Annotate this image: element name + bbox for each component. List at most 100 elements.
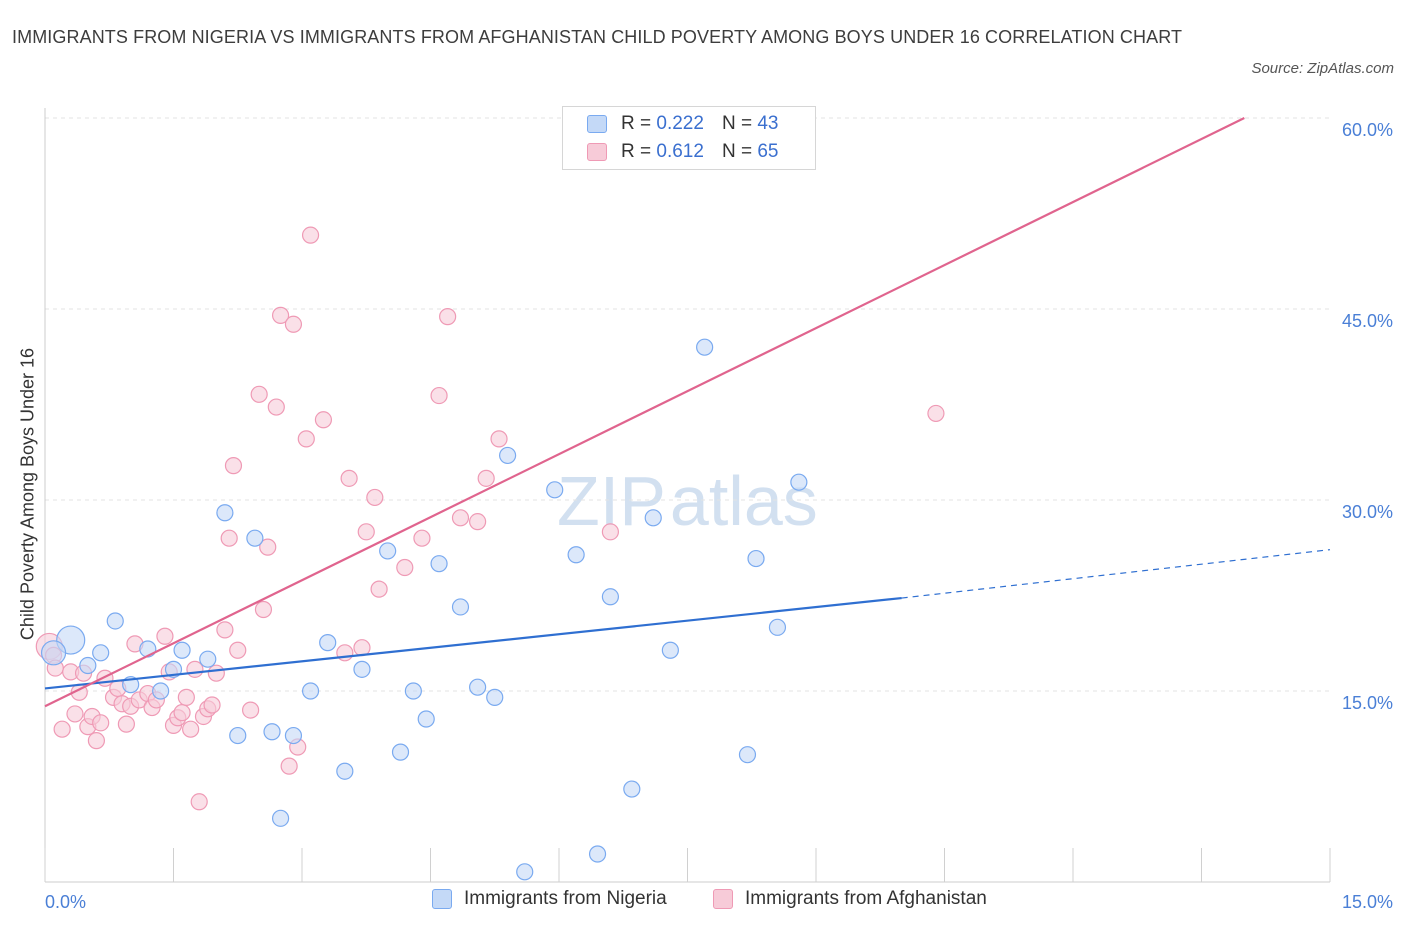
point-nigeria [92, 644, 110, 662]
point-afghanistan [366, 488, 384, 507]
point-nigeria [79, 656, 97, 675]
point-nigeria [391, 743, 410, 761]
point-afghanistan [87, 732, 106, 750]
point-afghanistan [280, 757, 298, 775]
series-legend-nigeria[interactable]: Immigrants from Nigeria [432, 888, 667, 910]
point-afghanistan [340, 469, 358, 487]
point-afghanistan [430, 386, 448, 405]
point-nigeria [139, 640, 157, 658]
point-nigeria [216, 504, 234, 522]
legend-r-value-afghanistan: 0.612 [656, 141, 704, 162]
legend-row-nigeria: R = 0.222 N = 43 [587, 111, 778, 137]
point-nigeria [430, 555, 448, 573]
point-nigeria [284, 726, 303, 745]
series-name-nigeria: Immigrants from Nigeria [464, 888, 667, 909]
trendline-nigeria-extension [901, 549, 1331, 599]
series-swatch-nigeria [432, 889, 452, 909]
point-nigeria [661, 641, 679, 659]
point-nigeria [747, 549, 765, 568]
point-nigeria [404, 682, 422, 700]
series-swatch-afghanistan [713, 889, 733, 909]
point-nigeria [106, 612, 124, 630]
point-nigeria [499, 446, 517, 465]
point-afghanistan [216, 621, 234, 639]
point-afghanistan [297, 430, 315, 448]
point-afghanistan [396, 558, 414, 577]
point-afghanistan [477, 469, 495, 487]
chart-source: Source: ZipAtlas.com [1251, 60, 1394, 77]
y-tick-label: 60.0% [1342, 120, 1393, 140]
point-afghanistan [271, 306, 290, 324]
point-afghanistan [224, 457, 243, 475]
point-afghanistan [267, 398, 285, 416]
point-afghanistan [203, 696, 221, 714]
point-afghanistan [254, 600, 273, 619]
point-nigeria [486, 688, 504, 706]
point-afghanistan [357, 523, 375, 541]
point-afghanistan [242, 701, 260, 719]
legend-n-label: N = [721, 113, 753, 134]
point-nigeria [40, 640, 67, 666]
point-afghanistan [601, 523, 620, 541]
point-afghanistan [301, 226, 320, 244]
legend-r-label: R = [621, 141, 652, 162]
point-nigeria [790, 473, 808, 491]
correlation-legend: R = 0.222 N = 43 R = 0.612 N = 65 [562, 106, 816, 170]
chart-title: IMMIGRANTS FROM NIGERIA VS IMMIGRANTS FR… [12, 27, 1183, 47]
point-nigeria [644, 509, 662, 527]
point-afghanistan [220, 529, 238, 547]
point-nigeria [229, 726, 247, 745]
y-tick-label: 15.0% [1342, 693, 1393, 713]
point-nigeria [353, 660, 371, 678]
watermark-atlas: atlas [669, 462, 818, 540]
point-afghanistan [259, 538, 277, 556]
point-nigeria [588, 845, 607, 863]
legend-row-afghanistan: R = 0.612 N = 65 [587, 139, 778, 165]
point-nigeria [379, 542, 397, 560]
point-afghanistan [469, 513, 487, 531]
point-nigeria [263, 723, 281, 741]
point-nigeria [336, 762, 354, 780]
point-nigeria [319, 634, 337, 652]
point-afghanistan [439, 308, 457, 326]
point-afghanistan [284, 315, 303, 333]
point-afghanistan [66, 705, 84, 723]
trendline-nigeria [44, 596, 902, 690]
point-nigeria [738, 746, 757, 764]
point-nigeria [696, 338, 714, 356]
point-nigeria [516, 863, 534, 881]
legend-swatch-nigeria [587, 115, 607, 133]
point-nigeria [164, 660, 183, 678]
legend-swatch-afghanistan [587, 143, 607, 161]
point-afghanistan [177, 688, 195, 706]
point-nigeria [173, 641, 191, 659]
point-afghanistan [117, 715, 135, 733]
point-afghanistan [156, 627, 174, 645]
legend-n-value-nigeria: 43 [757, 113, 779, 134]
point-afghanistan [451, 509, 470, 527]
point-nigeria [546, 481, 564, 499]
point-nigeria [301, 682, 320, 700]
point-afghanistan [250, 385, 268, 403]
point-afghanistan [370, 580, 388, 598]
legend-n-label: N = [721, 141, 753, 162]
point-nigeria [623, 780, 641, 798]
legend-n-value-afghanistan: 65 [757, 141, 779, 162]
point-nigeria [271, 809, 290, 827]
series-legend: Immigrants from Nigeria Immigrants from … [0, 888, 1406, 916]
y-tick-label: 45.0% [1342, 311, 1393, 331]
point-nigeria [246, 529, 264, 547]
point-afghanistan [207, 664, 225, 682]
trendline-afghanistan [44, 117, 1245, 708]
point-afghanistan [413, 529, 431, 547]
series-legend-afghanistan[interactable]: Immigrants from Afghanistan [713, 888, 987, 910]
y-axis-label: Child Poverty Among Boys Under 16 [17, 347, 38, 641]
point-afghanistan [92, 714, 110, 732]
point-afghanistan [173, 704, 191, 722]
point-nigeria [601, 588, 620, 606]
point-nigeria [417, 710, 435, 728]
point-afghanistan [190, 793, 208, 811]
series-name-afghanistan: Immigrants from Afghanistan [745, 888, 987, 909]
point-afghanistan [182, 720, 200, 738]
